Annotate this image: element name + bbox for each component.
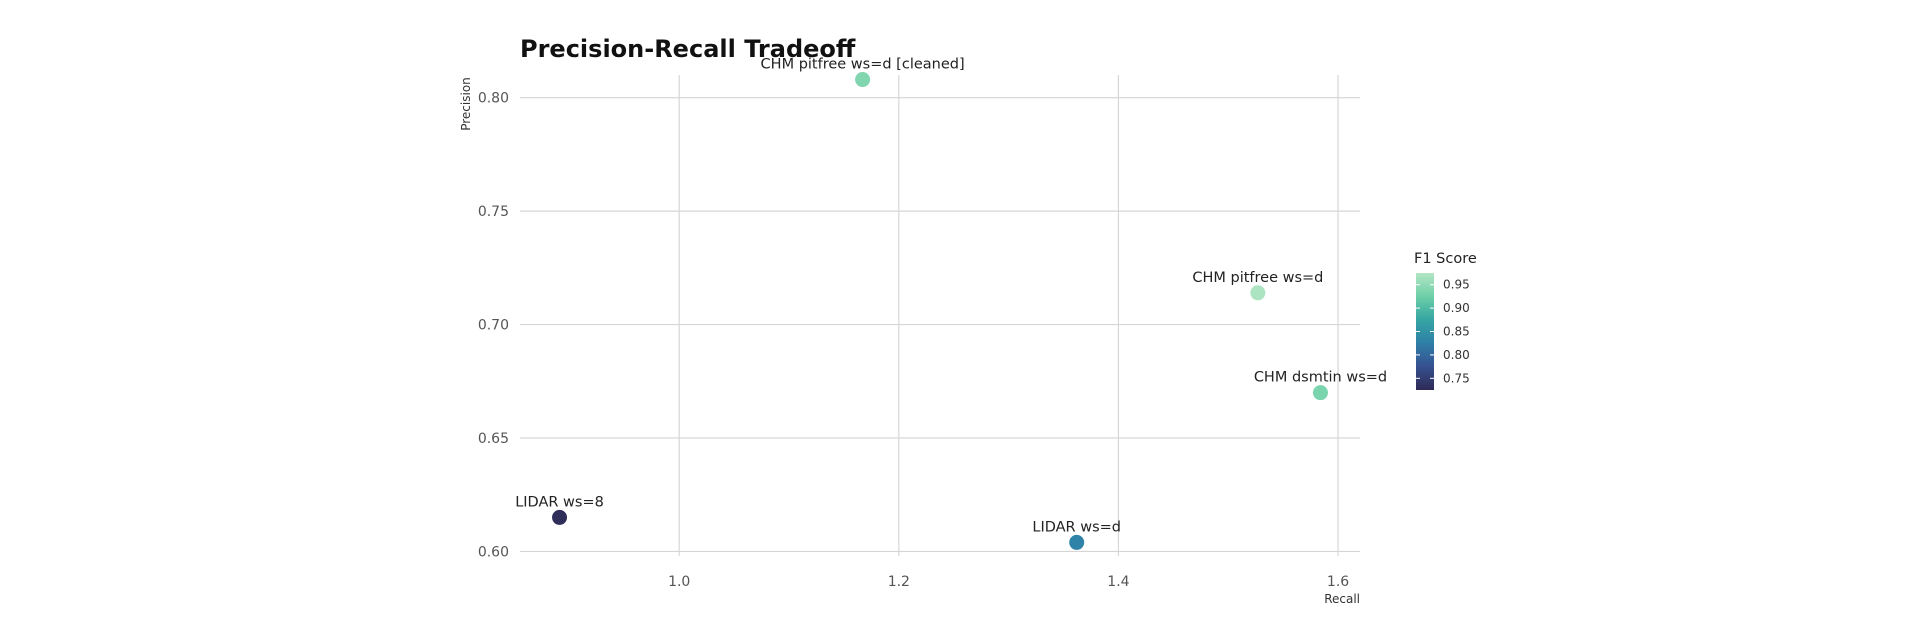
x-tick-label: 1.4 [1107, 574, 1129, 590]
y-tick-label: 0.70 [478, 318, 509, 334]
chart-title: Precision-Recall Tradeoff [520, 35, 856, 63]
data-point [855, 72, 871, 88]
x-tick-label: 1.2 [888, 574, 910, 590]
x-tick-label: 1.0 [668, 574, 690, 590]
data-point [552, 509, 568, 525]
x-axis-ticks: 1.0 1.2 1.4 1.6 [668, 574, 1349, 590]
y-axis-title: Precision [459, 77, 473, 131]
y-tick-label: 0.65 [478, 431, 509, 447]
y-tick-label: 0.80 [478, 91, 509, 107]
legend-ticks: 0.75 0.80 0.85 0.90 0.95 [1416, 278, 1470, 385]
x-tick-label: 1.6 [1327, 574, 1349, 590]
data-point-label: LIDAR ws=8 [515, 494, 604, 510]
data-point [1312, 385, 1328, 401]
grid-lines [520, 75, 1360, 556]
data-points: CHM pitfree ws=d [cleaned] CHM pitfree ws… [515, 57, 1387, 550]
y-tick-label: 0.60 [478, 544, 509, 560]
legend-tick-label: 0.95 [1443, 278, 1470, 292]
x-axis-title: Recall [1324, 592, 1360, 606]
y-axis-ticks: 0.60 0.65 0.70 0.75 0.80 [478, 91, 509, 561]
data-point [1069, 534, 1085, 550]
legend-colorbar [1416, 273, 1434, 390]
legend-tick-label: 0.80 [1443, 348, 1470, 362]
legend-tick-label: 0.85 [1443, 325, 1470, 339]
legend-tick-label: 0.90 [1443, 301, 1470, 315]
data-point-label: CHM pitfree ws=d [1192, 270, 1323, 286]
data-point [1250, 285, 1266, 301]
y-tick-label: 0.75 [478, 204, 509, 220]
data-point-label: CHM dsmtin ws=d [1254, 370, 1387, 386]
legend-tick-label: 0.75 [1443, 371, 1470, 385]
color-legend: F1 Score 0.75 0.80 0.85 0.90 0.95 [1414, 251, 1477, 390]
data-point-label: LIDAR ws=d [1032, 519, 1121, 535]
data-point-label: CHM pitfree ws=d [cleaned] [761, 57, 965, 73]
legend-title: F1 Score [1414, 251, 1477, 267]
